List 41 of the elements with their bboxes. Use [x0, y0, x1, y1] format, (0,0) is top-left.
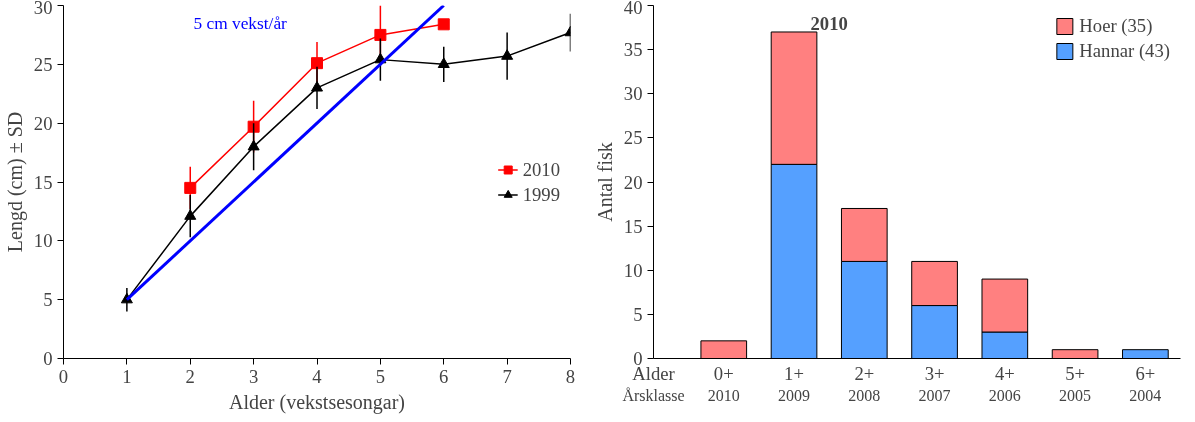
category-label: 3+ 2007 [918, 362, 951, 404]
y-tick-label: 25 [623, 127, 643, 149]
legend-label: 2010 [522, 158, 560, 180]
legend-label: Hannar (43) [1079, 40, 1170, 62]
category-label: 6+ 2004 [1129, 362, 1162, 404]
category-label: 0+ 2010 [707, 362, 740, 404]
y-tick-label: 20 [623, 171, 643, 193]
y-tick-label: 30 [33, 0, 53, 18]
y-tick-label: 10 [33, 230, 53, 252]
category-label: 5+ 2005 [1059, 362, 1092, 404]
x-tick-label: 0 [58, 365, 69, 387]
y-tick-label: 5 [43, 289, 53, 311]
x-tick-label: 1 [122, 365, 132, 387]
category-label: 2+ 2008 [848, 362, 881, 404]
x-tick-label: 6 [439, 365, 449, 387]
x-axis-title: Alder (vekstsesongar) [228, 390, 406, 414]
y-tick-label: 15 [33, 171, 53, 193]
y-tick-label: 35 [623, 39, 643, 61]
legend-label: 1999 [522, 183, 560, 205]
x-tick-label: 3 [248, 365, 259, 387]
x-tick-label: 2 [185, 365, 195, 387]
y-tick-label: 30 [623, 83, 643, 105]
legend-label: Hoer (35) [1079, 15, 1153, 37]
annotation: 5 cm vekst/år [193, 13, 288, 33]
y-tick-label: 40 [623, 0, 643, 18]
chart-title: 2010 [810, 12, 848, 34]
y-tick-label: 10 [623, 259, 643, 281]
x-tick-label: 5 [375, 365, 386, 387]
x-tick-label: 7 [502, 365, 512, 387]
y-tick-label: 25 [33, 53, 53, 75]
category-label: 1+ 2009 [778, 362, 811, 404]
text: Årsklasse [622, 386, 685, 404]
y-axis-title: Lengd (cm) ± SD [3, 111, 27, 253]
y-tick-label: 0 [43, 348, 53, 369]
y-tick-label: 15 [623, 215, 643, 237]
x-tick-label: 8 [565, 365, 576, 387]
x-tick-label: 4 [312, 365, 323, 387]
y-tick-label: 20 [33, 112, 53, 134]
y-axis-title: Antal fisk [593, 142, 616, 222]
y-tick-label: 5 [633, 303, 643, 325]
category-label: 4+ 2006 [988, 362, 1021, 404]
